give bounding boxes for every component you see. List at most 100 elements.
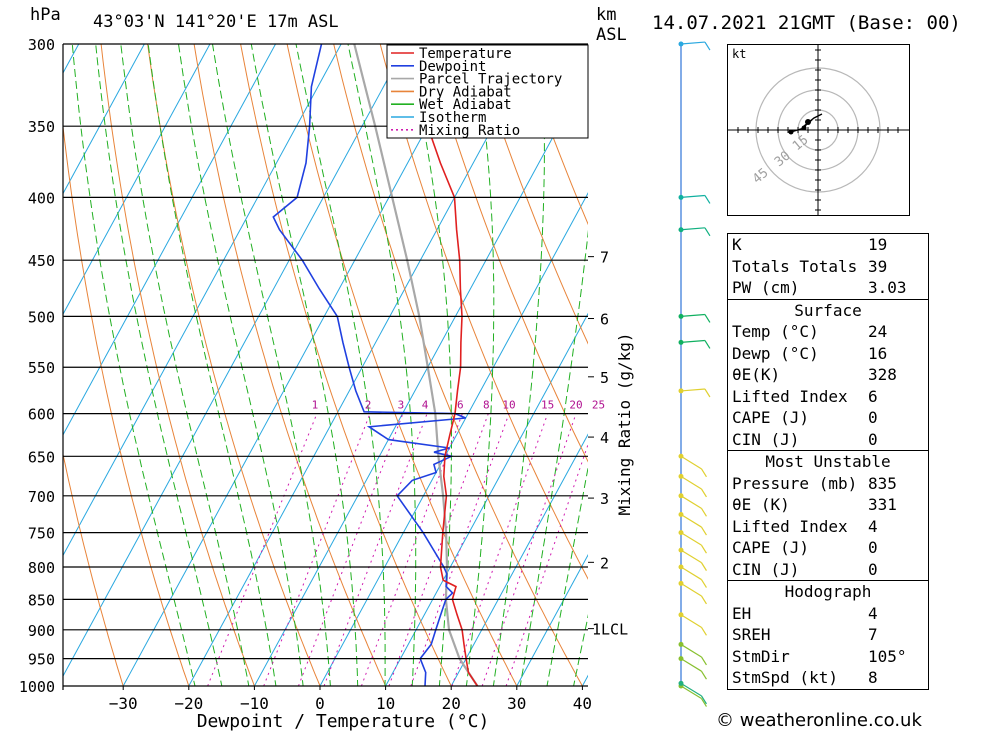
wet-adiabat-line xyxy=(212,44,331,686)
indices-rows: K 19 Totals Totals 39 PW (cm) 3.03 xyxy=(728,234,928,299)
surface-label: θE(K) xyxy=(732,365,781,384)
index-label: PW (cm) xyxy=(732,278,800,297)
wind-barb-flag xyxy=(700,488,707,498)
surface-label: Dewp (°C) xyxy=(732,343,819,363)
surface-value: 0 xyxy=(868,429,878,449)
hodograph-value: 105° xyxy=(868,646,907,666)
location-title: 43°03'N 141°20'E 17m ASL xyxy=(93,12,339,32)
hodograph-label: SREH xyxy=(732,625,771,644)
surface-row: θE(K) 328 xyxy=(728,364,928,386)
x-tick-label: −10 xyxy=(240,694,269,713)
mixing-ratio-label: 20 xyxy=(569,399,582,412)
wind-barb-staff xyxy=(680,313,705,317)
dry-adiabat-line xyxy=(286,44,518,686)
wind-barb-flag xyxy=(700,579,707,588)
isotherm-line xyxy=(63,44,211,316)
isotherm-line xyxy=(63,44,80,75)
wind-barb-staff xyxy=(680,194,705,199)
dry-adiabat-line xyxy=(938,44,1000,712)
x-tick-label: 10 xyxy=(376,694,395,713)
isotherm-line xyxy=(385,312,588,686)
pressure-tick-label: 550 xyxy=(28,359,55,377)
most-unstable-label: Lifted Index xyxy=(732,516,848,536)
wind-barb-flag xyxy=(700,627,707,636)
surface-label: Temp (°C) xyxy=(732,322,819,341)
wind-barb-flag xyxy=(704,314,711,323)
surface-value: 24 xyxy=(868,322,888,341)
wind-barb-staff xyxy=(680,514,702,528)
hodograph-row: SREH 7 xyxy=(728,624,928,646)
hodograph-point xyxy=(805,119,811,125)
wet-adiabat-line xyxy=(147,44,277,686)
most-unstable-rows: Pressure (mb) 835 θE (K) 331 Lifted Index 4 CA… xyxy=(728,473,928,581)
dry-adiabat-line xyxy=(193,44,387,686)
isotherm-line xyxy=(63,44,145,195)
index-value: 3.03 xyxy=(868,278,907,297)
hodograph-value: 4 xyxy=(868,603,878,623)
mixing-ratio-axis-title: Mixing Ratio (g/kg) xyxy=(615,332,634,515)
hodograph-label: EH xyxy=(732,603,752,623)
wind-barb-staff xyxy=(680,339,705,344)
isotherm-line xyxy=(319,192,588,686)
pressure-tick-label: 950 xyxy=(28,651,55,669)
mixing-ratio-label: 6 xyxy=(457,399,464,412)
temperature-line xyxy=(406,44,479,686)
wind-barb-flag xyxy=(700,562,707,571)
mixing-ratio-line xyxy=(207,413,318,686)
wet-adiabat-line xyxy=(347,44,417,686)
dry-adiabat-line xyxy=(63,122,190,686)
pressure-tick-label: 650 xyxy=(28,448,55,466)
mixing-ratio-line xyxy=(451,413,549,686)
isotherm-line xyxy=(253,71,588,686)
dry-adiabat-line xyxy=(985,44,1000,712)
mixing-ratio-label: 10 xyxy=(502,399,515,412)
background-lines xyxy=(0,44,1000,712)
dry-adiabat-line xyxy=(147,44,321,686)
pressure-tick-label: 800 xyxy=(28,559,55,577)
dry-adiabat-line xyxy=(0,44,65,712)
wet-adiabat-line xyxy=(492,44,545,686)
most-unstable-value: 0 xyxy=(868,559,878,579)
wet-adiabat-line xyxy=(519,229,588,686)
pressure-tick-label: 500 xyxy=(28,308,55,326)
asl-label: ASL xyxy=(596,25,627,45)
wind-barb-flag xyxy=(704,340,711,349)
dry-adiabat-line xyxy=(426,44,588,463)
wind-barb-flag xyxy=(700,670,707,680)
mixing-ratio-line xyxy=(297,413,404,686)
plot-frame xyxy=(62,43,588,690)
pressure-tick-label: 850 xyxy=(28,591,55,609)
wet-adiabat-line xyxy=(95,44,223,686)
wind-barb-flag xyxy=(700,695,707,705)
mixing-ratio-label: 1 xyxy=(312,399,319,412)
dry-adiabat-line xyxy=(63,451,124,686)
mixing-ratio-line xyxy=(410,413,510,686)
wet-adiabat-line xyxy=(573,613,588,686)
hodograph-value: 8 xyxy=(868,668,878,687)
dry-adiabat-line xyxy=(379,44,588,580)
mixing-ratio-line xyxy=(388,413,489,686)
km-tick-label: 4 xyxy=(600,429,609,447)
mixing-ratio-line xyxy=(323,413,428,686)
mixing-ratio-line xyxy=(481,413,577,686)
wind-barb-staff xyxy=(680,455,702,470)
most-unstable-row: Pressure (mb) 835 xyxy=(728,473,928,495)
km-tick-label: 6 xyxy=(600,311,609,329)
wind-barb-staff xyxy=(680,614,702,628)
mixing-ratio-label: 25 xyxy=(592,399,605,412)
pressure-tick-label: 300 xyxy=(28,36,55,54)
most-unstable-title: Most Unstable xyxy=(728,450,928,473)
dry-adiabat-line xyxy=(100,44,255,686)
index-value: 19 xyxy=(868,235,888,254)
most-unstable-row: CIN (J) 0 xyxy=(728,559,928,581)
hodograph-label: StmDir xyxy=(732,646,790,666)
datetime-label: 14.07.2021 21GMT (Base: 00) xyxy=(652,12,961,34)
indices-table: K 19 Totals Totals 39 PW (cm) 3.03 Surface Te… xyxy=(727,233,929,690)
pressure-tick-label: 700 xyxy=(28,488,55,506)
surface-value: 6 xyxy=(868,386,878,406)
wet-adiabat-line xyxy=(465,44,495,686)
pressure-tick-label: 750 xyxy=(28,525,55,543)
wind-barb-staff xyxy=(680,495,702,509)
surface-value: 328 xyxy=(868,365,897,384)
most-unstable-label: CAPE (J) xyxy=(732,538,810,557)
